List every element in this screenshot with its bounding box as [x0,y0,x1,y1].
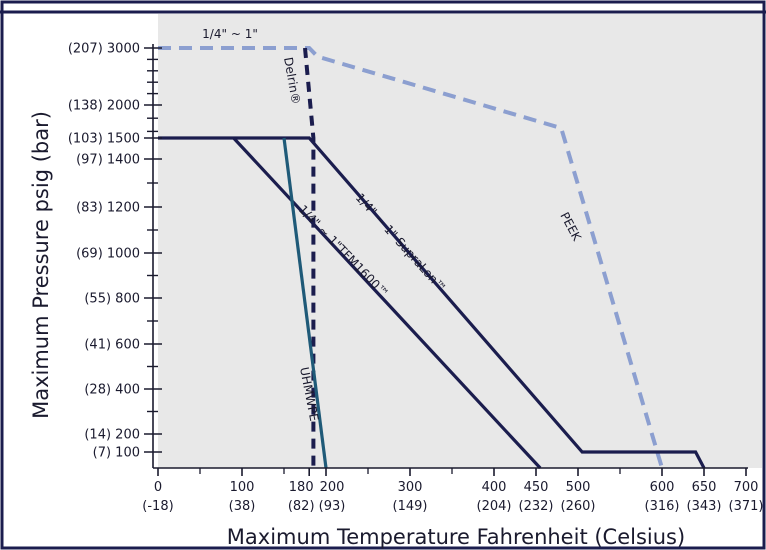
x-tick-label-3: 200 [320,480,345,495]
x-tick-sublabel-7: (260) [561,499,596,514]
y-tick-label-1: (138) 2000 [68,99,140,114]
x-tick-label-6: 450 [524,480,549,495]
x-tick-sublabel-5: (204) [477,499,512,514]
y-tick-label-6: (55) 800 [84,292,140,307]
x-tick-label-8: 600 [650,480,675,495]
x-tick-label-7: 500 [566,480,591,495]
x-tick-label-4: 300 [398,480,423,495]
y-tick-label-2: (103) 1500 [68,132,140,147]
y-tick-label-3: (97) 1400 [76,153,140,168]
series-line-4 [282,137,328,469]
y-tick-label-9: (14) 200 [84,428,140,443]
plot-background [158,14,762,468]
x-tick-label-9: 650 [692,480,717,495]
x-tick-label-2: 180 [289,480,314,495]
series-line-3 [232,136,542,470]
axis-layer: (207) 3000 (138) 2000 (103) 1500 (97) 1400 (… [68,42,764,515]
y-tick-label-8: (28) 400 [84,383,140,398]
x-tick-sublabel-1: (38) [229,499,256,514]
x-tick-sublabel-8: (316) [645,499,680,514]
x-tick-sublabel-6: (232) [519,499,554,514]
x-tick-sublabel-9: (343) [687,499,722,514]
x-tick-label-5: 400 [482,480,507,495]
series-layer [158,46,706,470]
y-tick-label-7: (41) 600 [84,338,140,353]
annotation-0: 1/4" ~ 1" [202,27,258,41]
x-axis-title: Maximum Temperature Fahrenheit (Celsius) [227,525,685,549]
series-line-0 [158,46,664,469]
x-tick-sublabel-4: (149) [393,499,428,514]
series-line-2 [158,136,706,469]
y-tick-label-0: (207) 3000 [68,42,140,57]
x-tick-sublabel-0: (-18) [142,499,173,514]
x-tick-sublabel-2: (82) [288,499,315,514]
y-tick-label-4: (83) 1200 [76,201,140,216]
y-tick-label-5: (69) 1000 [76,247,140,262]
x-tick-sublabel-3: (93) [319,499,346,514]
x-tick-label-0: 0 [154,480,162,495]
x-tick-label-1: 100 [230,480,255,495]
x-tick-label-10: 700 [734,480,759,495]
y-tick-label-10: (7) 100 [93,446,140,461]
x-tick-sublabel-10: (371) [729,499,764,514]
y-axis-title: Maximum Pressure psig (bar) [29,111,53,419]
